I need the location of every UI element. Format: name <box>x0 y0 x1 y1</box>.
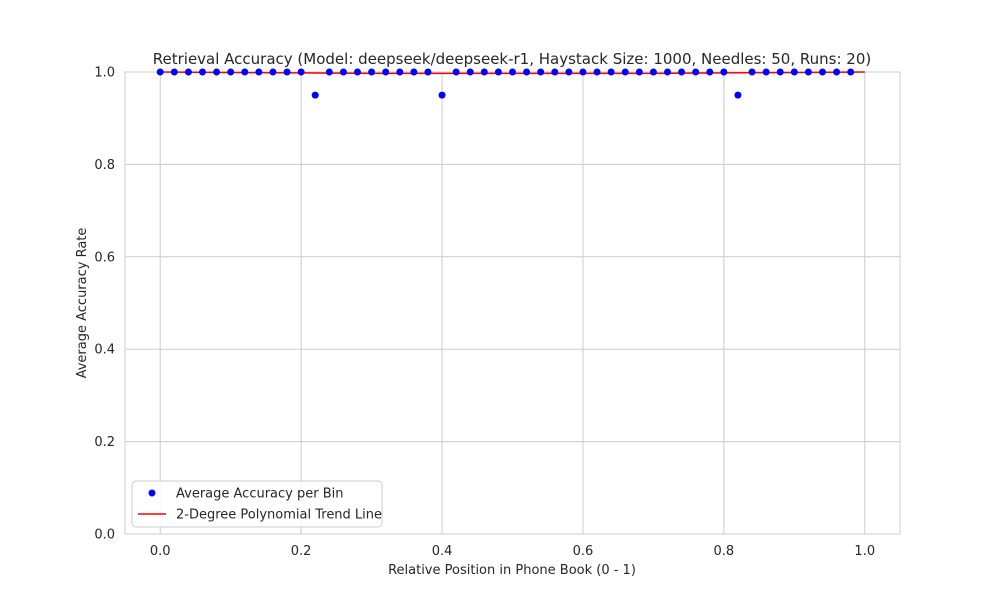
x-axis-ticks: 0.0 0.2 0.4 0.6 0.8 1.0 <box>150 544 875 559</box>
scatter-point <box>649 68 657 76</box>
scatter-point <box>255 68 263 76</box>
x-tick-label: 0.0 <box>150 544 171 559</box>
scatter-point <box>551 68 559 76</box>
x-tick-label: 0.2 <box>291 544 312 559</box>
scatter-point <box>354 68 361 76</box>
y-tick-label: 0.0 <box>94 528 115 543</box>
scatter-point <box>706 68 714 76</box>
scatter-point <box>593 68 601 76</box>
scatter-point <box>213 68 221 76</box>
scatter-point <box>269 68 277 76</box>
scatter-point <box>396 68 404 76</box>
x-tick-label: 0.6 <box>573 544 594 559</box>
legend-marker-scatter <box>148 489 156 497</box>
scatter-point <box>480 68 488 76</box>
scatter-point <box>170 68 178 76</box>
scatter-point <box>438 91 446 99</box>
scatter-point <box>297 68 305 76</box>
y-tick-label: 0.4 <box>94 343 115 358</box>
scatter-point <box>283 68 291 76</box>
legend-box <box>131 480 383 528</box>
scatter-point <box>678 68 686 76</box>
y-axis-ticks: 0.0 0.2 0.4 0.6 0.8 1.0 <box>94 66 115 543</box>
y-tick-label: 0.6 <box>94 250 115 265</box>
scatter-point <box>410 68 418 76</box>
scatter-point <box>452 68 460 76</box>
chart-title: Retrieval Accuracy (Model: deepseek/deep… <box>153 50 871 68</box>
y-tick-label: 0.8 <box>94 158 115 173</box>
scatter-point <box>424 68 432 76</box>
scatter-point <box>537 68 545 76</box>
scatter-point <box>565 68 573 76</box>
scatter-point <box>156 68 164 76</box>
scatter-point <box>776 68 784 76</box>
scatter-point <box>368 68 376 76</box>
scatter-point <box>692 68 700 76</box>
scatter-point <box>762 68 770 76</box>
scatter-point <box>720 68 728 76</box>
x-tick-label: 0.8 <box>714 544 735 559</box>
scatter-point <box>790 68 798 76</box>
scatter-point <box>734 91 742 99</box>
scatter-point <box>621 68 629 76</box>
scatter-point <box>227 68 235 76</box>
legend: Average Accuracy per Bin 2-Degree Polyno… <box>131 480 383 528</box>
grid-lines <box>125 72 900 534</box>
y-axis-label: Average Accuracy Rate <box>75 228 90 379</box>
scatter-point <box>339 68 347 76</box>
scatter-point <box>819 68 826 76</box>
scatter-point <box>748 68 756 76</box>
scatter-point <box>579 68 587 76</box>
x-tick-label: 0.4 <box>432 544 453 559</box>
scatter-point <box>494 68 502 76</box>
scatter-points-layer <box>156 68 855 99</box>
y-tick-label: 1.0 <box>94 66 115 81</box>
scatter-point <box>382 68 390 76</box>
scatter-point <box>509 68 516 76</box>
scatter-point <box>607 68 615 76</box>
scatter-point <box>199 68 206 76</box>
x-tick-label: 1.0 <box>854 544 875 559</box>
x-axis-label: Relative Position in Phone Book (0 - 1) <box>388 563 636 578</box>
scatter-point <box>847 68 855 76</box>
scatter-point <box>635 68 643 76</box>
scatter-point <box>311 91 319 99</box>
scatter-point <box>325 68 333 76</box>
y-tick-label: 0.2 <box>94 435 115 450</box>
scatter-point <box>833 68 841 76</box>
legend-label-trend: 2-Degree Polynomial Trend Line <box>176 508 382 523</box>
scatter-point <box>804 68 812 76</box>
scatter-point <box>184 68 192 76</box>
legend-label-scatter: Average Accuracy per Bin <box>176 487 344 502</box>
scatter-point <box>466 68 474 76</box>
scatter-point <box>664 68 671 76</box>
scatter-point <box>241 68 249 76</box>
scatter-point <box>523 68 531 76</box>
